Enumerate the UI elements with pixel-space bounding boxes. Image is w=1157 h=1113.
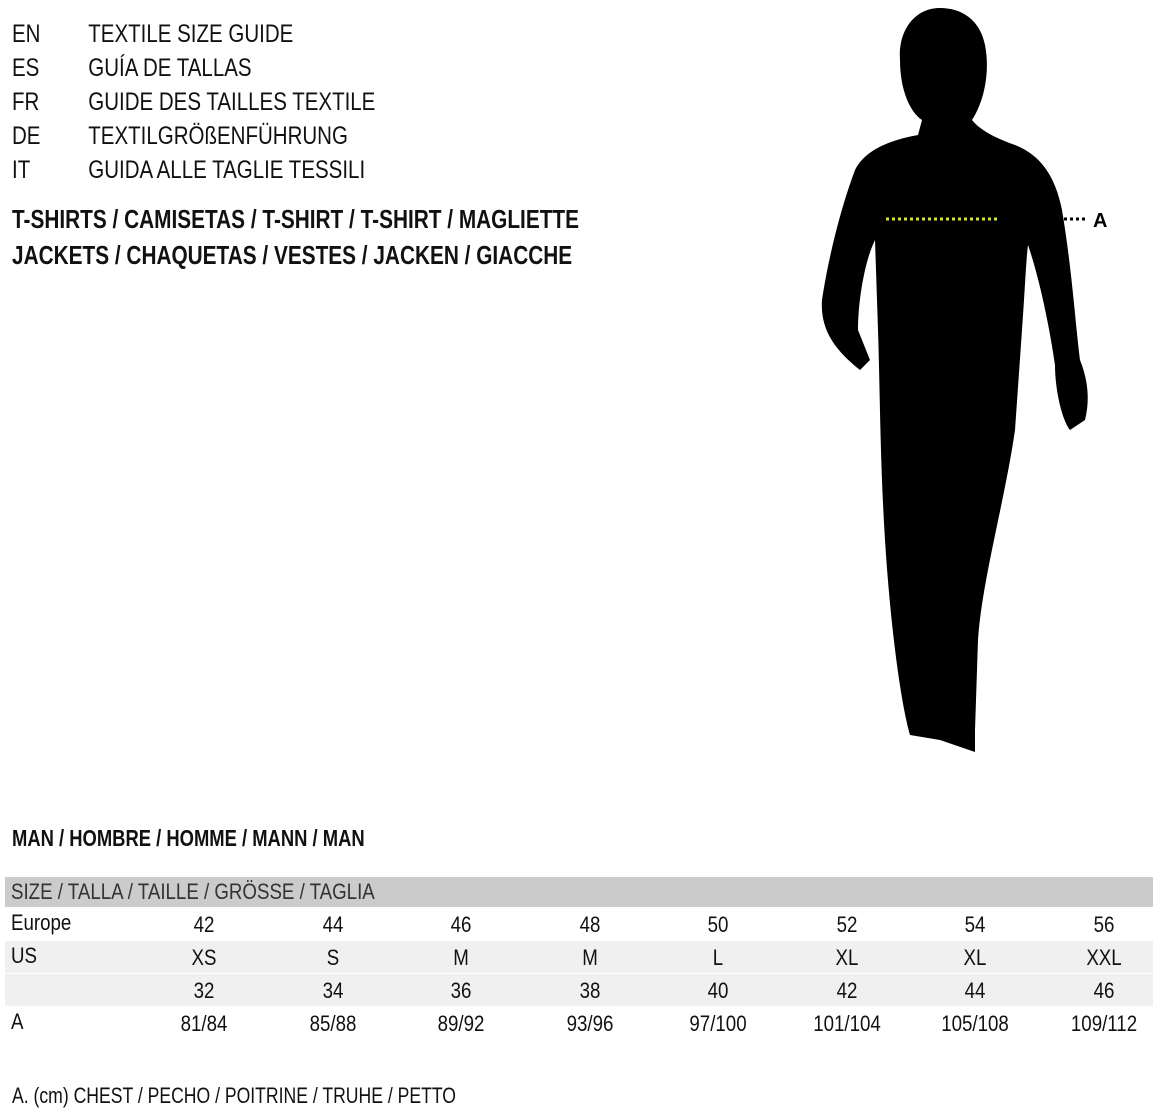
row-label: Europe <box>11 910 72 935</box>
table-row: 32 34 36 38 40 42 44 46 <box>5 974 1153 1006</box>
table-cell: XL <box>835 945 859 970</box>
table-cell: L <box>712 945 724 970</box>
silhouette <box>821 8 1088 752</box>
table-cell: 105/108 <box>941 1011 1009 1036</box>
category-jackets: JACKETS / CHAQUETAS / VESTES / JACKEN / … <box>12 240 573 270</box>
table-cell: 93/96 <box>566 1011 614 1036</box>
row-label: US <box>11 943 37 968</box>
table-cell: 38 <box>579 978 601 1003</box>
table-cell: 52 <box>836 912 858 937</box>
section-title: MAN / HOMBRE / HOMME / MANN / MAN <box>12 825 365 851</box>
table-cell: 42 <box>193 912 215 937</box>
table-cell: 46 <box>1093 978 1115 1003</box>
table-cell: 44 <box>322 912 344 937</box>
language-title: TEXTILE SIZE GUIDE <box>88 20 294 48</box>
language-line: ES GUÍA DE TALLAS <box>12 51 252 85</box>
table-cell: 40 <box>707 978 729 1003</box>
language-code: ES <box>12 54 40 82</box>
table-cell: 81/84 <box>180 1011 228 1036</box>
table-cell: 44 <box>964 978 986 1003</box>
language-title: TEXTILGRÖßENFÜHRUNG <box>88 122 348 150</box>
language-line: EN TEXTILE SIZE GUIDE <box>12 17 293 51</box>
footnote: A. (cm) CHEST / PECHO / POITRINE / TRUHE… <box>12 1083 456 1108</box>
row-label: A <box>11 1009 24 1034</box>
language-title: GUÍA DE TALLAS <box>88 54 252 82</box>
language-line: IT GUIDA ALLE TAGLIE TESSILI <box>12 153 365 187</box>
table-cell: 32 <box>193 978 215 1003</box>
language-title: GUIDE DES TAILLES TEXTILE <box>88 88 376 116</box>
table-cell: 97/100 <box>689 1011 747 1036</box>
table-row: Europe 42 44 46 48 50 52 54 56 <box>5 908 1153 940</box>
table-cell: 101/104 <box>813 1011 881 1036</box>
table-row: A 81/84 85/88 89/92 93/96 97/100 101/104 105/10… <box>5 1007 1153 1039</box>
table-cell: 34 <box>322 978 344 1003</box>
man-silhouette-figure: A <box>821 8 1107 752</box>
table-cell: S <box>326 945 340 970</box>
table-cell: 36 <box>450 978 472 1003</box>
table-cell: 56 <box>1093 912 1115 937</box>
table-cell: 46 <box>450 912 472 937</box>
table-cell: M <box>582 945 598 970</box>
language-title: GUIDA ALLE TAGLIE TESSILI <box>88 156 366 184</box>
table-cell: M <box>453 945 469 970</box>
table-cell: 85/88 <box>309 1011 357 1036</box>
table-cell: 109/112 <box>1070 1011 1138 1036</box>
table-header-label: SIZE / TALLA / TAILLE / GRÖSSE / TAGLIA <box>11 879 375 904</box>
language-code: FR <box>12 88 40 116</box>
table-cell: 89/92 <box>437 1011 485 1036</box>
table-cell: XL <box>963 945 987 970</box>
language-line: DE TEXTILGRÖßENFÜHRUNG <box>12 119 348 153</box>
table-header: SIZE / TALLA / TAILLE / GRÖSSE / TAGLIA <box>5 877 1153 907</box>
table-cell: 54 <box>964 912 986 937</box>
table-cell: 42 <box>836 978 858 1003</box>
table-row: US XS S M M L XL XL XXL <box>5 941 1153 973</box>
language-code: DE <box>12 122 41 150</box>
table-cell: 50 <box>707 912 729 937</box>
language-line: FR GUIDE DES TAILLES TEXTILE <box>12 85 375 119</box>
language-code: EN <box>12 20 41 48</box>
chest-marker-label: A <box>1093 210 1107 232</box>
category-tshirts: T-SHIRTS / CAMISETAS / T-SHIRT / T-SHIRT… <box>12 204 579 234</box>
table-cell: XS <box>191 945 217 970</box>
table-cell: XXL <box>1086 945 1122 970</box>
table-cell: 48 <box>579 912 601 937</box>
language-code: IT <box>12 156 31 184</box>
